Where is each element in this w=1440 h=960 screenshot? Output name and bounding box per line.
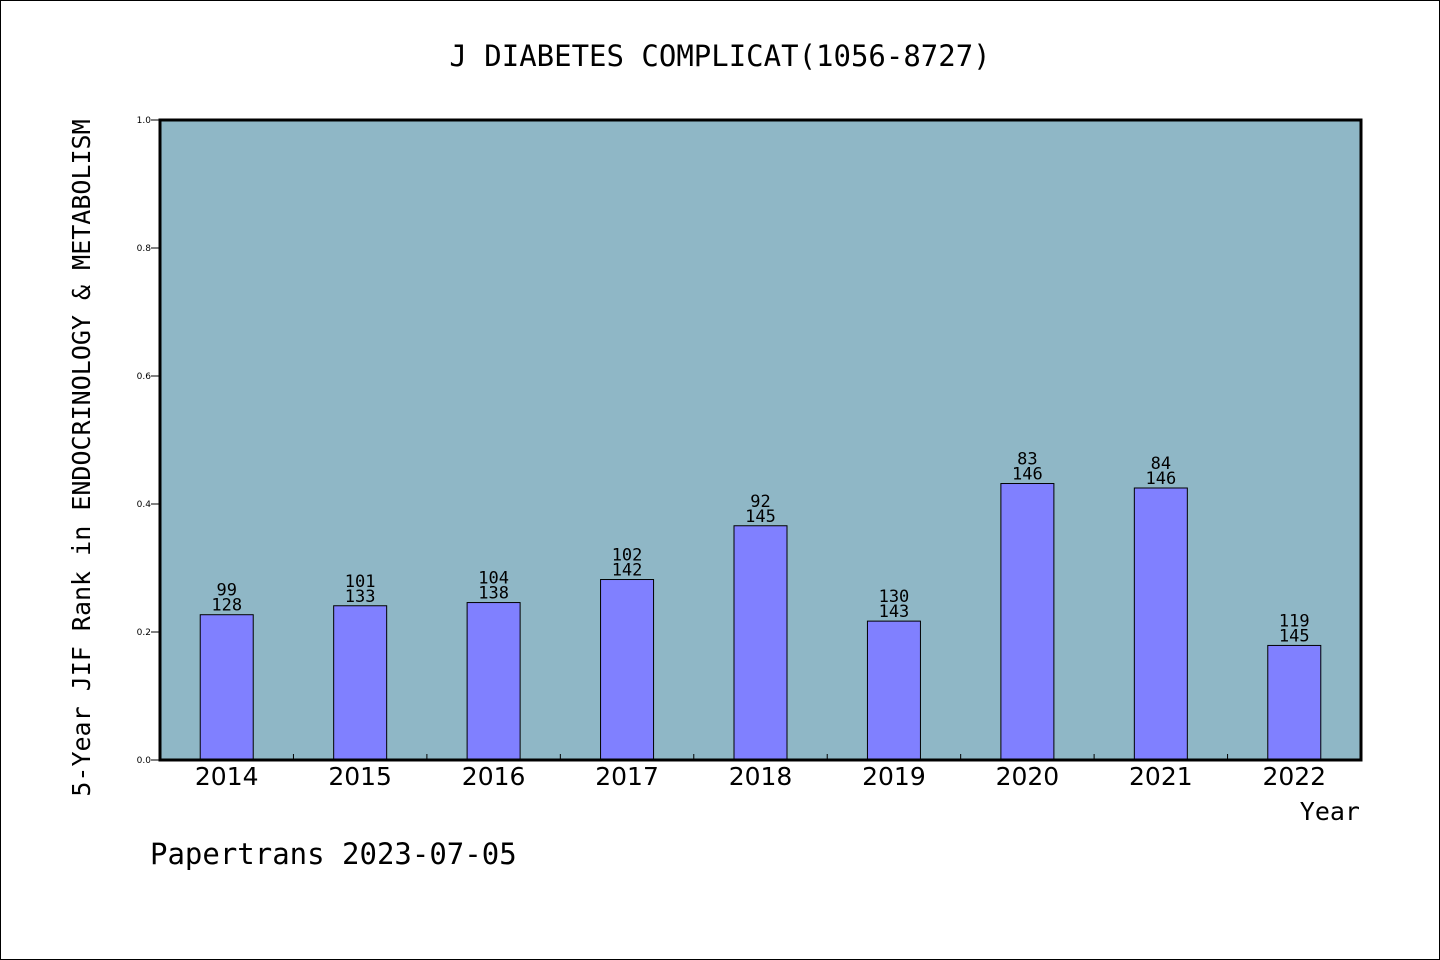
bar-total-label: 138 <box>478 584 509 604</box>
bar-rank-label: 130 <box>879 587 910 607</box>
bar <box>199 614 254 761</box>
y-axis-label: 5-Year JIF Rank in ENDOCRINOLOGY & METAB… <box>67 119 96 796</box>
bar-rank-label: 104 <box>478 569 509 589</box>
bar-rank-label: 101 <box>345 572 376 592</box>
bar-total-label: 145 <box>745 507 776 527</box>
bar <box>466 602 521 761</box>
y-tick-label: 0.6 <box>137 372 152 382</box>
x-axis-label: Year <box>1300 797 1360 826</box>
bar-total-label: 128 <box>211 596 242 616</box>
bar-total-label: 146 <box>1012 465 1043 485</box>
footer-text: Papertrans 2023-07-05 <box>150 837 517 871</box>
x-tick-label: 2017 <box>595 762 659 791</box>
y-tick-label: 0.2 <box>137 628 151 638</box>
x-tick-label: 2018 <box>729 762 793 791</box>
x-tick-label: 2016 <box>462 762 526 791</box>
x-tick-label: 2020 <box>996 762 1060 791</box>
bar-total-label: 142 <box>612 561 643 581</box>
bar-rank-label: 92 <box>750 492 770 512</box>
bar-total-label: 146 <box>1145 469 1176 489</box>
bar-rank-label: 119 <box>1279 611 1310 631</box>
bar-rank-label: 83 <box>1017 450 1037 470</box>
bar <box>866 620 921 761</box>
bar-total-label: 143 <box>879 602 910 622</box>
x-tick-label: 2015 <box>328 762 392 791</box>
plot-border <box>158 118 1363 762</box>
x-tick-label: 2019 <box>862 762 926 791</box>
bar <box>1133 487 1188 761</box>
bar <box>733 525 788 761</box>
bars-group <box>199 483 1322 761</box>
bar-total-label: 133 <box>345 587 376 607</box>
bar-total-label: 145 <box>1279 626 1310 646</box>
y-tick-label: 0.8 <box>137 244 152 254</box>
y-tick-label: 0.4 <box>137 500 152 510</box>
bar-rank-label: 84 <box>1151 454 1171 474</box>
bar <box>1267 644 1322 761</box>
chart-title: J DIABETES COMPLICAT(1056-8727) <box>449 39 990 73</box>
y-tick-label: 0.0 <box>137 756 152 766</box>
bar <box>1000 483 1055 761</box>
bar <box>333 605 388 761</box>
bar-rank-label: 102 <box>612 546 643 566</box>
y-tick-label: 1.0 <box>137 116 152 126</box>
x-tick-label: 2021 <box>1129 762 1193 791</box>
bar <box>600 579 655 761</box>
x-tick-label: 2014 <box>195 762 259 791</box>
x-tick-label: 2022 <box>1262 762 1326 791</box>
bar-rank-label: 99 <box>216 581 236 601</box>
